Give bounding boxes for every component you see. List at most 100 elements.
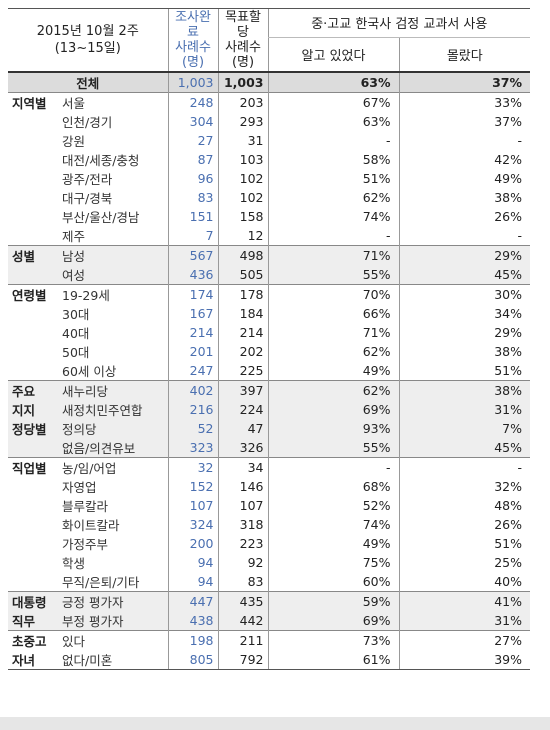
cell-complete: 1,003 bbox=[167, 72, 219, 93]
cell-target: 211 bbox=[217, 630, 269, 650]
cell-target: 224 bbox=[217, 400, 269, 419]
cell-dontknow: 29% bbox=[398, 323, 531, 342]
cell-dontknow: 51% bbox=[398, 361, 531, 381]
row-label: 자영업 bbox=[62, 480, 97, 495]
row-label: 부산/울산/경남 bbox=[62, 210, 140, 225]
cell-know: 71% bbox=[267, 245, 400, 265]
group-label bbox=[8, 438, 58, 458]
cell-dontknow: 33% bbox=[398, 92, 531, 112]
table-body: 전체 1,003 1,003 63% 37% 지역별 서울 248 203 67% 33%… bbox=[8, 72, 531, 670]
cell-complete: 174 bbox=[167, 284, 219, 304]
cell-know: 71% bbox=[267, 323, 400, 342]
row-label: 가정주부 bbox=[62, 537, 109, 552]
cell-dontknow: 27% bbox=[398, 630, 531, 650]
group-label bbox=[8, 169, 58, 188]
cell-know: 67% bbox=[267, 92, 400, 112]
cell-complete: 402 bbox=[167, 380, 219, 400]
group-label bbox=[8, 207, 58, 226]
cell-target: 442 bbox=[217, 611, 269, 631]
group-label: 직무 bbox=[8, 611, 58, 631]
group-label: 연령별 bbox=[8, 284, 58, 304]
cell-dontknow: 39% bbox=[398, 650, 531, 670]
cell-dontknow: 49% bbox=[398, 169, 531, 188]
cell-target: 102 bbox=[217, 169, 269, 188]
group-label: 직업별 bbox=[8, 457, 58, 477]
cell-know: 49% bbox=[267, 534, 400, 553]
cell-target: 146 bbox=[217, 477, 269, 496]
group-label bbox=[8, 226, 58, 246]
group-label: 지역별 bbox=[8, 92, 58, 112]
row-label: 50대 bbox=[62, 345, 90, 360]
row-label: 대구/경북 bbox=[62, 191, 113, 206]
header-target-line3: (명) bbox=[231, 55, 255, 70]
cell-dontknow: 37% bbox=[398, 72, 531, 93]
row-label: 30대 bbox=[62, 307, 90, 322]
cell-target: 318 bbox=[217, 515, 269, 534]
cell-target: 326 bbox=[217, 438, 269, 458]
table-row: 지지 새정치민주연합 216 224 69% 31% bbox=[8, 400, 531, 419]
cell-know: 63% bbox=[267, 72, 400, 93]
group-label: 주요 bbox=[8, 380, 58, 400]
cell-target: 83 bbox=[217, 572, 269, 592]
row-label: 농/임/어업 bbox=[58, 457, 169, 477]
cell-dontknow: 37% bbox=[398, 112, 531, 131]
cell-complete: 214 bbox=[167, 323, 219, 342]
table-row: 성별 남성 567 498 71% 29% bbox=[8, 245, 531, 265]
header-dates: (13~15일) bbox=[54, 41, 121, 56]
cell-know: 73% bbox=[267, 630, 400, 650]
table-row: 대전/세종/충청 87 103 58% 42% bbox=[8, 150, 531, 169]
cell-target: 214 bbox=[217, 323, 269, 342]
cell-dontknow: 42% bbox=[398, 150, 531, 169]
table-row: 제주 7 12- - bbox=[8, 226, 531, 246]
cell-complete: 107 bbox=[167, 496, 219, 515]
cell-know: 51% bbox=[267, 169, 400, 188]
cell-know: 62% bbox=[267, 342, 400, 361]
cell-know: 93% bbox=[267, 419, 400, 438]
group-label bbox=[8, 342, 58, 361]
cell-target: 102 bbox=[217, 188, 269, 207]
cell-know: 75% bbox=[267, 553, 400, 572]
cell-complete: 248 bbox=[167, 92, 219, 112]
cell-target: 178 bbox=[217, 284, 269, 304]
cell-target: 397 bbox=[217, 380, 269, 400]
cell-complete: 200 bbox=[167, 534, 219, 553]
cell-dontknow: 38% bbox=[398, 342, 531, 361]
row-label: 새누리당 bbox=[58, 380, 169, 400]
row-label: 부정 평가자 bbox=[58, 611, 169, 631]
table-row: 대구/경북 83 102 62% 38% bbox=[8, 188, 531, 207]
cell-dontknow: 45% bbox=[398, 438, 531, 458]
table-row: 자영업 152 146 68% 32% bbox=[8, 477, 531, 496]
cell-target: 107 bbox=[217, 496, 269, 515]
cell-know: 74% bbox=[267, 207, 400, 226]
header-know: 알고 있었다 bbox=[267, 37, 400, 73]
cell-dontknow: 7% bbox=[398, 419, 531, 438]
cell-know: 52% bbox=[267, 496, 400, 515]
table-row: 광주/전라 96 102 51% 49% bbox=[8, 169, 531, 188]
cell-target: 498 bbox=[217, 245, 269, 265]
table-row: 인천/경기 304 293 63% 37% bbox=[8, 112, 531, 131]
cell-know: 66% bbox=[267, 304, 400, 323]
cell-complete: 323 bbox=[167, 438, 219, 458]
table-row: 강원 27 31- - bbox=[8, 131, 531, 150]
group-label bbox=[8, 496, 58, 515]
table-row: 40대 214 214 71% 29% bbox=[8, 323, 531, 342]
header-complete-line3: (명) bbox=[181, 55, 205, 70]
table-row: 무직/은퇴/기타 94 83 60% 40% bbox=[8, 572, 531, 592]
cell-complete: 87 bbox=[167, 150, 219, 169]
table-row: 연령별 19-29세 174 178 70% 30% bbox=[8, 284, 531, 304]
cell-complete: 447 bbox=[167, 591, 219, 611]
row-label: 정의당 bbox=[58, 419, 169, 438]
table-row: 직업별 농/임/어업 32 34- - bbox=[8, 457, 531, 477]
header-period: 2015년 10월 2주 bbox=[36, 24, 139, 39]
table-row: 60세 이상 247 225 49% 51% bbox=[8, 361, 531, 381]
table-row: 지역별 서울 248 203 67% 33% bbox=[8, 92, 531, 112]
cell-target: 12 bbox=[217, 226, 269, 246]
cell-know: 49% bbox=[267, 361, 400, 381]
row-label: 여성 bbox=[58, 265, 169, 285]
group-label bbox=[8, 515, 58, 534]
cell-dontknow: 31% bbox=[398, 611, 531, 631]
cell-know: 62% bbox=[267, 380, 400, 400]
row-label: 강원 bbox=[62, 134, 86, 149]
group-label bbox=[8, 265, 58, 285]
table-row-total: 전체 1,003 1,003 63% 37% bbox=[8, 72, 531, 93]
